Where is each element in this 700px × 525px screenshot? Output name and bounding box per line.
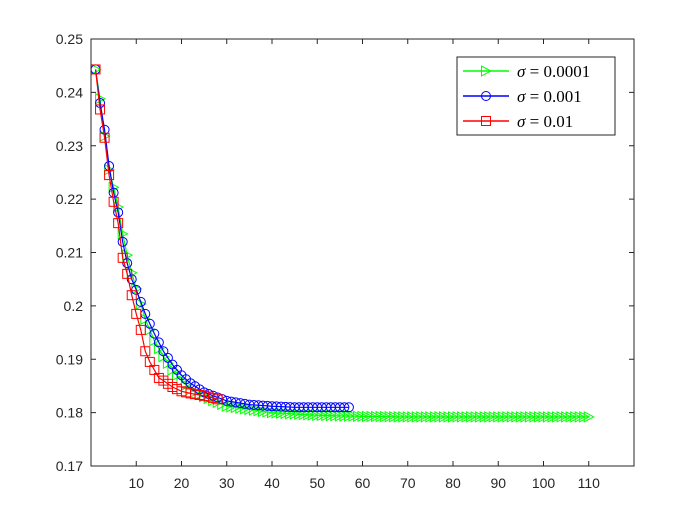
series-1-point: [117, 228, 129, 240]
x-tick-label: 70: [400, 475, 416, 491]
y-tick-label: 0.23: [56, 138, 83, 154]
series-3: [90, 64, 223, 405]
series-2-point: [135, 296, 146, 307]
series-3-point: [113, 218, 124, 229]
legend-entry-3: σ = 0.01: [463, 112, 573, 131]
series-1-point: [583, 411, 595, 423]
series-3-point: [135, 324, 146, 335]
series-3-point: [126, 290, 137, 301]
x-tick-label: 60: [355, 475, 371, 491]
legend-marker: [481, 91, 491, 101]
y-tick-label: 0.17: [56, 458, 83, 474]
series-2-point: [113, 207, 124, 218]
series-3-point: [108, 196, 119, 207]
series-3-point: [99, 132, 110, 143]
series-3-point: [140, 346, 151, 357]
legend-symbol: σ: [517, 62, 530, 81]
legend-label: σ = 0.01: [517, 112, 573, 131]
legend-label: σ = 0.0001: [517, 62, 590, 81]
series-2-point: [339, 402, 350, 413]
x-tick-label: 110: [578, 475, 601, 491]
x-tick-label: 80: [445, 475, 461, 491]
legend-label: σ = 0.001: [517, 87, 582, 106]
x-tick-label: 20: [174, 475, 190, 491]
series-3-point: [131, 308, 142, 319]
legend-entry-1: σ = 0.0001: [463, 62, 590, 81]
legend-marker: [481, 65, 493, 77]
x-tick-label: 90: [490, 475, 506, 491]
series-2-point: [158, 346, 169, 357]
series-3-point: [104, 170, 115, 181]
series-2-point: [117, 236, 128, 247]
legend-symbol: σ: [517, 112, 530, 131]
x-tick-label: 50: [309, 475, 325, 491]
x-tick-label: 100: [532, 475, 556, 491]
axis-ticks: 10 20 30 40 50 60 70 80 90 100 110 0.17 0.18 0.19 0.2 0…: [56, 31, 634, 491]
legend-symbol: σ: [517, 87, 530, 106]
series-3-point: [122, 268, 133, 279]
series-3-point: [117, 252, 128, 263]
series-1-point: [108, 181, 120, 194]
y-tick-label: 0.25: [56, 31, 83, 47]
legend-value: = 0.01: [530, 112, 574, 131]
y-tick-label: 0.18: [56, 405, 83, 421]
series-2-point: [149, 328, 160, 339]
series-2-point: [153, 337, 164, 348]
legend-entry-2: σ = 0.001: [463, 87, 582, 106]
y-tick-label: 0.2: [64, 298, 84, 314]
series-2-point: [144, 318, 155, 329]
legend-value: = 0.0001: [530, 62, 591, 81]
y-tick-label: 0.22: [56, 191, 83, 207]
series-2-point: [343, 402, 354, 413]
series-2-point: [162, 352, 173, 363]
y-tick-label: 0.24: [56, 84, 83, 100]
y-tick-label: 0.19: [56, 351, 83, 367]
plot-lines: [90, 63, 595, 423]
x-tick-label: 30: [219, 475, 235, 491]
series-3-point: [212, 394, 223, 405]
series-3-point: [95, 104, 106, 115]
x-tick-label: 10: [128, 475, 144, 491]
legend-value: = 0.001: [530, 87, 582, 106]
y-tick-label: 0.21: [56, 245, 83, 261]
legend-marker: [481, 116, 491, 126]
x-tick-label: 40: [264, 475, 280, 491]
